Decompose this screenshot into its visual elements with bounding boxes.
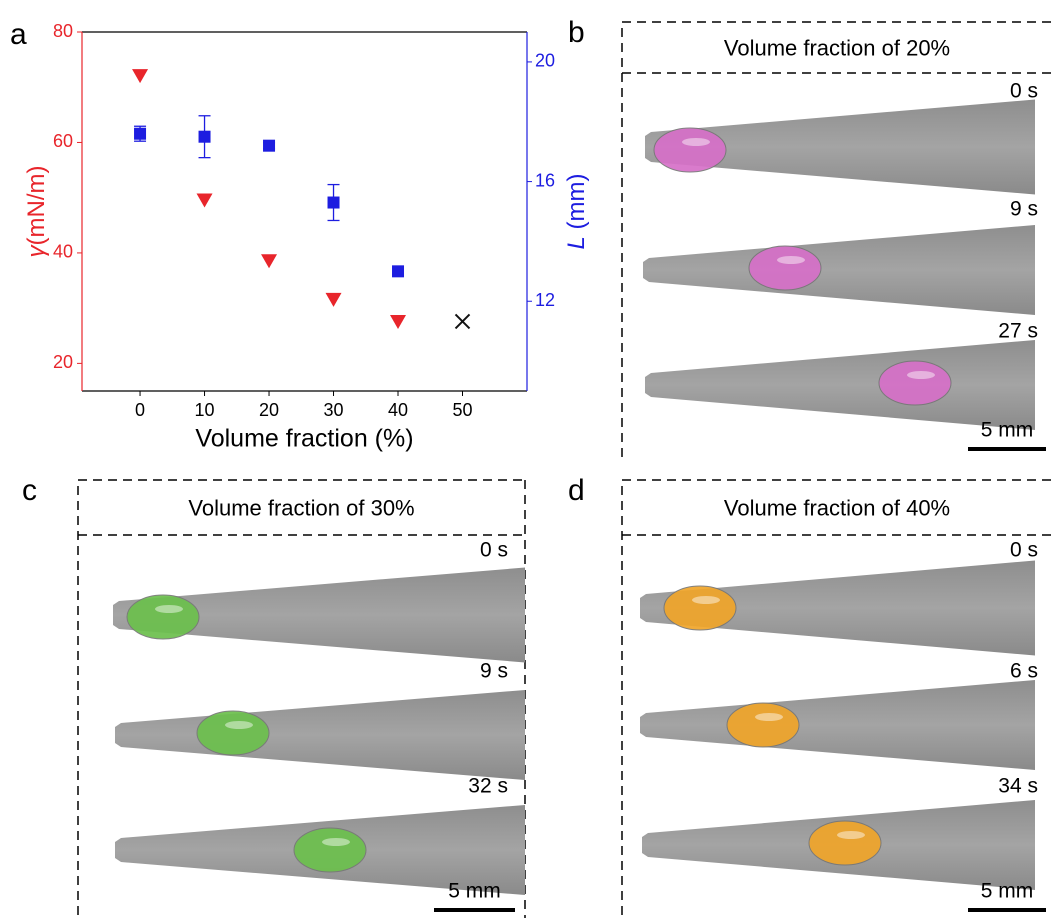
y-axis-title: γ(mN/m)	[23, 166, 50, 258]
time-label: 6 s	[1010, 660, 1038, 683]
blade	[113, 567, 525, 663]
panel-frame	[621, 21, 1052, 457]
point	[196, 193, 213, 208]
time-label: 27 s	[998, 320, 1038, 343]
x-tick-label: 10	[195, 400, 215, 420]
scale-bar-label: 5 mm	[981, 880, 1034, 903]
y2-tick-label: 12	[535, 290, 555, 310]
blade	[645, 99, 1035, 195]
x-tick-label: 20	[259, 400, 279, 420]
x-tick-label: 40	[388, 400, 408, 420]
y-tick-label: 20	[53, 352, 73, 372]
droplet	[748, 245, 822, 291]
time-label: 9 s	[1010, 198, 1038, 221]
point	[392, 265, 405, 278]
scale-bar-label: 5 mm	[448, 880, 501, 903]
droplet	[126, 594, 200, 640]
droplet-highlight	[682, 138, 710, 146]
y-axis-symbol: γ	[23, 243, 50, 257]
y-tick-label: 80	[53, 21, 73, 41]
droplet-highlight	[907, 371, 935, 379]
droplet-highlight	[155, 605, 183, 613]
droplet-highlight	[322, 838, 350, 846]
panel-label: b	[568, 16, 585, 49]
y-tick-label: 60	[53, 131, 73, 151]
point	[325, 292, 342, 307]
droplet-highlight	[755, 713, 783, 721]
y2-axis-symbol: L	[563, 236, 590, 249]
panel-title: Volume fraction of 30%	[188, 495, 414, 520]
point	[198, 130, 211, 143]
point	[390, 314, 407, 329]
x-axis-title: Volume fraction (%)	[195, 425, 413, 453]
point	[261, 254, 278, 269]
time-label: 34 s	[998, 775, 1038, 798]
y2-tick-label: 20	[535, 51, 555, 71]
droplet	[808, 820, 882, 866]
droplet	[663, 585, 737, 631]
droplet-highlight	[837, 831, 865, 839]
panel-title: Volume fraction of 20%	[724, 35, 950, 60]
y2-axis-title: L (mm)	[563, 174, 590, 250]
time-label: 0 s	[480, 539, 508, 562]
blade	[640, 680, 1035, 770]
x-tick-label: 0	[135, 400, 145, 420]
point	[263, 139, 276, 152]
time-label: 9 s	[480, 660, 508, 683]
y2-axis-unit: (mm)	[563, 174, 590, 237]
blade	[115, 690, 525, 780]
x-tick-label: 50	[452, 400, 472, 420]
y2-tick-label: 16	[535, 170, 555, 190]
panel-label: c	[22, 474, 37, 507]
droplet-highlight	[777, 256, 805, 264]
y-tick-label: 40	[53, 242, 73, 262]
panel-title: Volume fraction of 40%	[724, 495, 950, 520]
point	[327, 196, 340, 209]
scale-bar-label: 5 mm	[981, 419, 1034, 442]
blade	[645, 340, 1035, 430]
y-axis-unit: (mN/m)	[23, 166, 50, 246]
panel-frame	[621, 479, 1052, 918]
blade	[643, 225, 1035, 315]
point	[454, 313, 471, 330]
droplet	[726, 702, 800, 748]
blade	[640, 560, 1035, 656]
droplet	[196, 710, 270, 756]
droplet-highlight	[692, 596, 720, 604]
panel-label: a	[10, 18, 27, 51]
droplet	[293, 827, 367, 873]
droplet	[878, 360, 952, 406]
time-label: 32 s	[468, 775, 508, 798]
panel-label: d	[568, 474, 585, 507]
time-label: 0 s	[1010, 80, 1038, 103]
point	[132, 69, 149, 84]
droplet	[653, 127, 727, 173]
droplet-highlight	[225, 721, 253, 729]
point	[134, 127, 147, 140]
time-label: 0 s	[1010, 539, 1038, 562]
x-tick-label: 30	[324, 400, 344, 420]
